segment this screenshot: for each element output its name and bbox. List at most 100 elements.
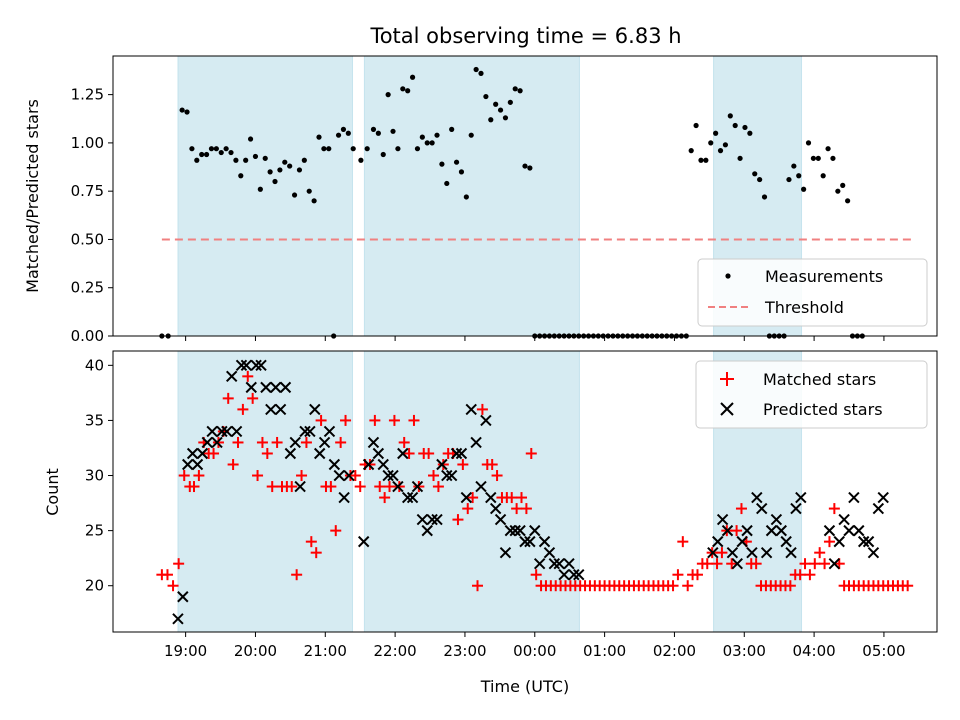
measurement-point [301, 157, 307, 163]
measurement-point [326, 146, 332, 152]
measurement-point [296, 167, 303, 173]
predicted-star-point [485, 491, 497, 504]
measurement-point [194, 157, 200, 163]
predicted-star-point [401, 491, 414, 504]
measurement-point [815, 155, 821, 161]
matched-star-point [349, 470, 361, 482]
matched-star-point [252, 470, 264, 482]
predicted-star-point [465, 403, 477, 416]
predicted-star-point [494, 513, 507, 526]
matched-star-point [247, 392, 259, 404]
predicted-star-point [182, 458, 194, 471]
predicted-star-point [867, 546, 880, 559]
predicted-star-point [274, 403, 287, 416]
predicted-star-point [568, 568, 580, 581]
measurement-point [810, 155, 817, 161]
measurement-point [311, 198, 317, 204]
bottom-plot-frame [112, 350, 938, 633]
legend-matched-marker [720, 372, 734, 386]
matched-star-point [188, 481, 200, 493]
predicted-star-point [230, 425, 243, 438]
predicted-star-point [872, 502, 885, 515]
predicted-star-point [196, 447, 209, 460]
measurement-point [512, 86, 518, 92]
matched-star-point [300, 436, 312, 448]
predicted-star-point [333, 469, 345, 482]
matched-star-point [232, 436, 244, 448]
measurement-point [708, 140, 714, 146]
predicted-star-point [284, 447, 297, 460]
matched-star-point [403, 447, 415, 459]
predicted-star-point [543, 546, 556, 559]
predicted-star-point [265, 403, 277, 416]
predicted-star-point [538, 535, 551, 548]
matched-star-point [457, 459, 469, 471]
measurement-point [801, 186, 807, 192]
legend-predicted-marker [720, 402, 734, 416]
bottom-y-ticks: 20 25 30 35 40 [85, 356, 113, 595]
matched-star-point [804, 569, 816, 581]
matched-star-point [340, 414, 352, 426]
predicted-star-point [421, 524, 433, 537]
predicted-star-point [823, 524, 836, 537]
matched-star-point [310, 547, 322, 559]
y-tick-label: 40 [85, 356, 104, 374]
measurement-point [405, 88, 411, 94]
matched-star-point [486, 459, 498, 471]
predicted-star-point [299, 425, 311, 438]
matched-star-point [423, 447, 435, 459]
predicted-star-point [338, 491, 350, 504]
matched-star-point [462, 503, 474, 515]
measurement-point [199, 151, 205, 158]
top-legend: Measurements Threshold [697, 258, 928, 327]
predicted-star-point [780, 535, 792, 548]
predicted-star-point [240, 359, 253, 372]
matched-star-point [286, 481, 298, 493]
predicted-star-point [475, 480, 487, 493]
measurement-point [825, 146, 831, 152]
predicted-star-point [828, 557, 841, 570]
predicted-star-point [377, 458, 389, 471]
predicted-star-point [553, 557, 565, 570]
measurement-point [321, 146, 327, 152]
measurement-point [208, 146, 215, 152]
measurement-point [282, 159, 288, 165]
measurement-point [835, 188, 841, 194]
matched-star-point [178, 470, 190, 482]
predicted-star-point [775, 524, 787, 537]
x-tick-label: 19:00 [164, 642, 207, 660]
predicted-star-point [362, 458, 375, 471]
y-tick-label: 1.25 [71, 86, 104, 104]
y-tick-label: 1.00 [71, 134, 104, 152]
measurement-point [409, 74, 416, 80]
measurement-point [688, 148, 694, 154]
measurement-point [375, 130, 381, 136]
matched-star-point [315, 414, 327, 426]
y-tick-label: 0.25 [71, 279, 104, 297]
measurement-point [805, 140, 812, 146]
predicted-star-point [260, 381, 272, 394]
matched-star-point [750, 558, 762, 570]
matched-star-point [354, 481, 366, 493]
predicted-star-point [245, 381, 257, 394]
y-tick-label: 35 [85, 411, 104, 429]
predicted-star-point [357, 535, 370, 548]
measurement-point [444, 180, 450, 187]
matched-star-point [731, 525, 743, 537]
predicted-star-point [177, 591, 189, 603]
measurement-point [717, 148, 724, 154]
predicted-star-point [250, 359, 262, 372]
matched-star-point [784, 580, 796, 592]
measurement-point [434, 132, 440, 138]
predicted-star-point [450, 447, 463, 460]
matched-star-point [256, 436, 268, 448]
legend-predicted-label: Predicted stars [763, 400, 883, 419]
predicted-star-point [563, 557, 575, 570]
matched-star-point [208, 447, 220, 459]
predicted-star-point [480, 414, 492, 427]
predicted-star-point [848, 491, 860, 504]
predicted-star-point [524, 535, 536, 548]
matched-star-point [691, 569, 703, 581]
measurement-point [400, 86, 406, 92]
measurement-point [791, 163, 797, 169]
